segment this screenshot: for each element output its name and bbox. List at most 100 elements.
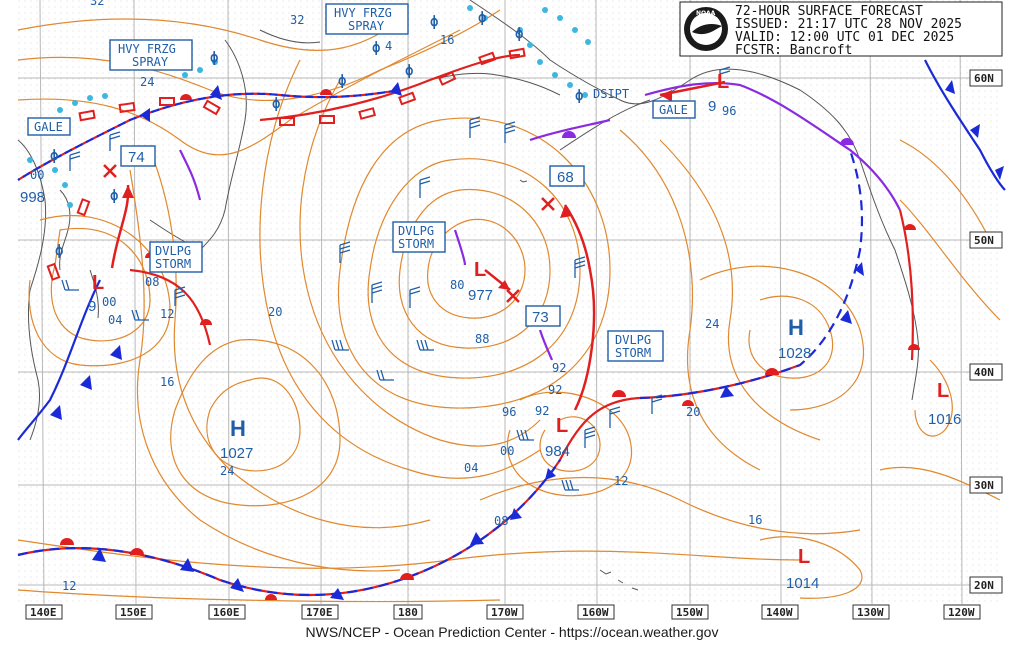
svg-text:ф: ф (272, 96, 280, 112)
warning-label: GALE (34, 120, 63, 134)
isobar-label: 24 (140, 75, 154, 89)
isobar-label: 4 (385, 39, 392, 53)
isobar-label: 00 (500, 444, 514, 458)
forecast-header: NOAA 72-HOUR SURFACE FORECAST ISSUED: 21… (679, 1, 1003, 58)
isobar-label: 24 (220, 464, 234, 478)
isobar-label: 00 (102, 295, 116, 309)
low-pressure-symbol: L (798, 546, 810, 568)
lon-label: 160W (582, 606, 609, 619)
header-forecaster: FCSTR: Bancroft (735, 43, 852, 58)
isobar-labels: 32 32 16 24 4 20 16 12 08 00 04 24 04 00… (30, 0, 762, 593)
lon-label: 170W (491, 606, 518, 619)
lat-label: 20N (974, 579, 994, 592)
footer-credit: NWS/NCEP - Ocean Prediction Center - htt… (305, 624, 719, 640)
warning-label: SPRAY (132, 55, 169, 69)
isobar-label: 80 (450, 278, 464, 292)
svg-text:ф: ф (55, 243, 63, 259)
isobar-label: 92 (552, 361, 566, 375)
warning-label: STORM (398, 237, 434, 251)
forecast-x-markers (103, 164, 555, 303)
warning-label: DVLPG (615, 333, 651, 347)
wind-barbs (61, 66, 731, 491)
high-pressure-value: 1027 (220, 445, 253, 462)
svg-text:ф: ф (110, 188, 118, 204)
header-title: 72-HOUR SURFACE FORECAST (735, 4, 923, 19)
isobar-label: 12 (62, 579, 76, 593)
warning-label: SPRAY (348, 19, 385, 33)
isobar-label: 12 (614, 474, 628, 488)
isobar-label: 20 (268, 305, 282, 319)
warning-boxes: HVY FRZG SPRAY HVY FRZG SPRAY GALE GALE … (27, 3, 696, 362)
low-pressure-value: 1014 (786, 575, 819, 592)
svg-text:ф: ф (210, 50, 218, 66)
isobar-label: 12 (160, 307, 174, 321)
isobar-label: 32 (290, 13, 304, 27)
svg-text:ф: ф (515, 26, 523, 42)
header-valid: VALID: 12:00 UTC 01 DEC 2025 (735, 30, 954, 45)
lat-label: 30N (974, 479, 994, 492)
isobar-label: 96 (722, 104, 736, 118)
warning-label: STORM (615, 346, 651, 360)
isobar-label: 92 (535, 404, 549, 418)
svg-text:ф: ф (338, 73, 346, 89)
isobar-label: 08 (494, 514, 508, 528)
isobar-label: 00 (30, 168, 44, 182)
map-background (18, 0, 1002, 604)
warning-label: DVLPG (155, 244, 191, 258)
noaa-logo-text: NOAA (696, 10, 716, 17)
svg-text:ф: ф (372, 40, 380, 56)
lon-label: 150W (676, 606, 703, 619)
svg-text:ф: ф (478, 10, 486, 26)
warning-label: HVY FRZG (334, 6, 392, 20)
low-pressure-value: 9 (708, 98, 716, 115)
lon-label: 160E (213, 606, 240, 619)
front-symbols (50, 80, 1004, 600)
lon-label: 140E (30, 606, 57, 619)
latitude-labels: 60N 50N 40N 30N 20N (969, 69, 1003, 594)
forecast-positions: 74 68 73 (120, 145, 585, 327)
isobar-label: 32 (90, 0, 104, 8)
forecast-pressure: 68 (557, 169, 574, 186)
low-pressure-symbol: L (92, 272, 104, 294)
lat-label: 50N (974, 234, 994, 247)
isobar-label: 92 (548, 383, 562, 397)
forecast-pressure: 73 (532, 309, 549, 326)
low-pressure-value: 984 (545, 443, 570, 460)
lon-label: 140W (766, 606, 793, 619)
isobar-label: 04 (108, 313, 122, 327)
pressure-centers: H 1027 H 1028 L 977 L 984 L 1016 L 1014 … (20, 71, 961, 592)
lon-label: 150E (120, 606, 147, 619)
ice-edge (27, 5, 591, 208)
isobar-label: 16 (748, 513, 762, 527)
svg-text:ф: ф (50, 148, 58, 164)
forecast-pressure: 74 (128, 149, 145, 166)
high-pressure-symbol: H (788, 315, 804, 340)
low-pressure-symbol: L (474, 259, 486, 281)
isobar-label: 08 (145, 275, 159, 289)
isobar-label: 96 (502, 405, 516, 419)
low-pressure-symbol: L (556, 415, 568, 437)
svg-text:ф: ф (405, 63, 413, 79)
lat-label: 40N (974, 366, 994, 379)
high-pressure-value: 1028 (778, 345, 811, 362)
longitude-labels: 140E 150E 160E 170E 180 170W 160W 150W 1… (18, 604, 1002, 620)
low-pressure-value: 1016 (928, 411, 961, 428)
low-pressure-symbol: L (717, 71, 729, 93)
isobar-label: 16 (160, 375, 174, 389)
lat-label: 60N (974, 72, 994, 85)
low-pressure-value: 9 (88, 298, 96, 315)
isobar-label: 88 (475, 332, 489, 346)
warning-label: GALE (659, 103, 688, 117)
high-pressure-symbol: H (230, 416, 246, 441)
lon-label: 170E (306, 606, 333, 619)
warning-label: HVY FRZG (118, 42, 176, 56)
svg-text:ф: ф (430, 14, 438, 30)
lon-label: 120W (948, 606, 975, 619)
isobar-label: 20 (686, 405, 700, 419)
low-pressure-symbol: L (937, 380, 949, 402)
warning-label: STORM (155, 257, 191, 271)
isobar-label: 16 (440, 33, 454, 47)
low-pressure-value: 998 (20, 189, 45, 206)
storm-track-arrowheads (122, 90, 672, 290)
